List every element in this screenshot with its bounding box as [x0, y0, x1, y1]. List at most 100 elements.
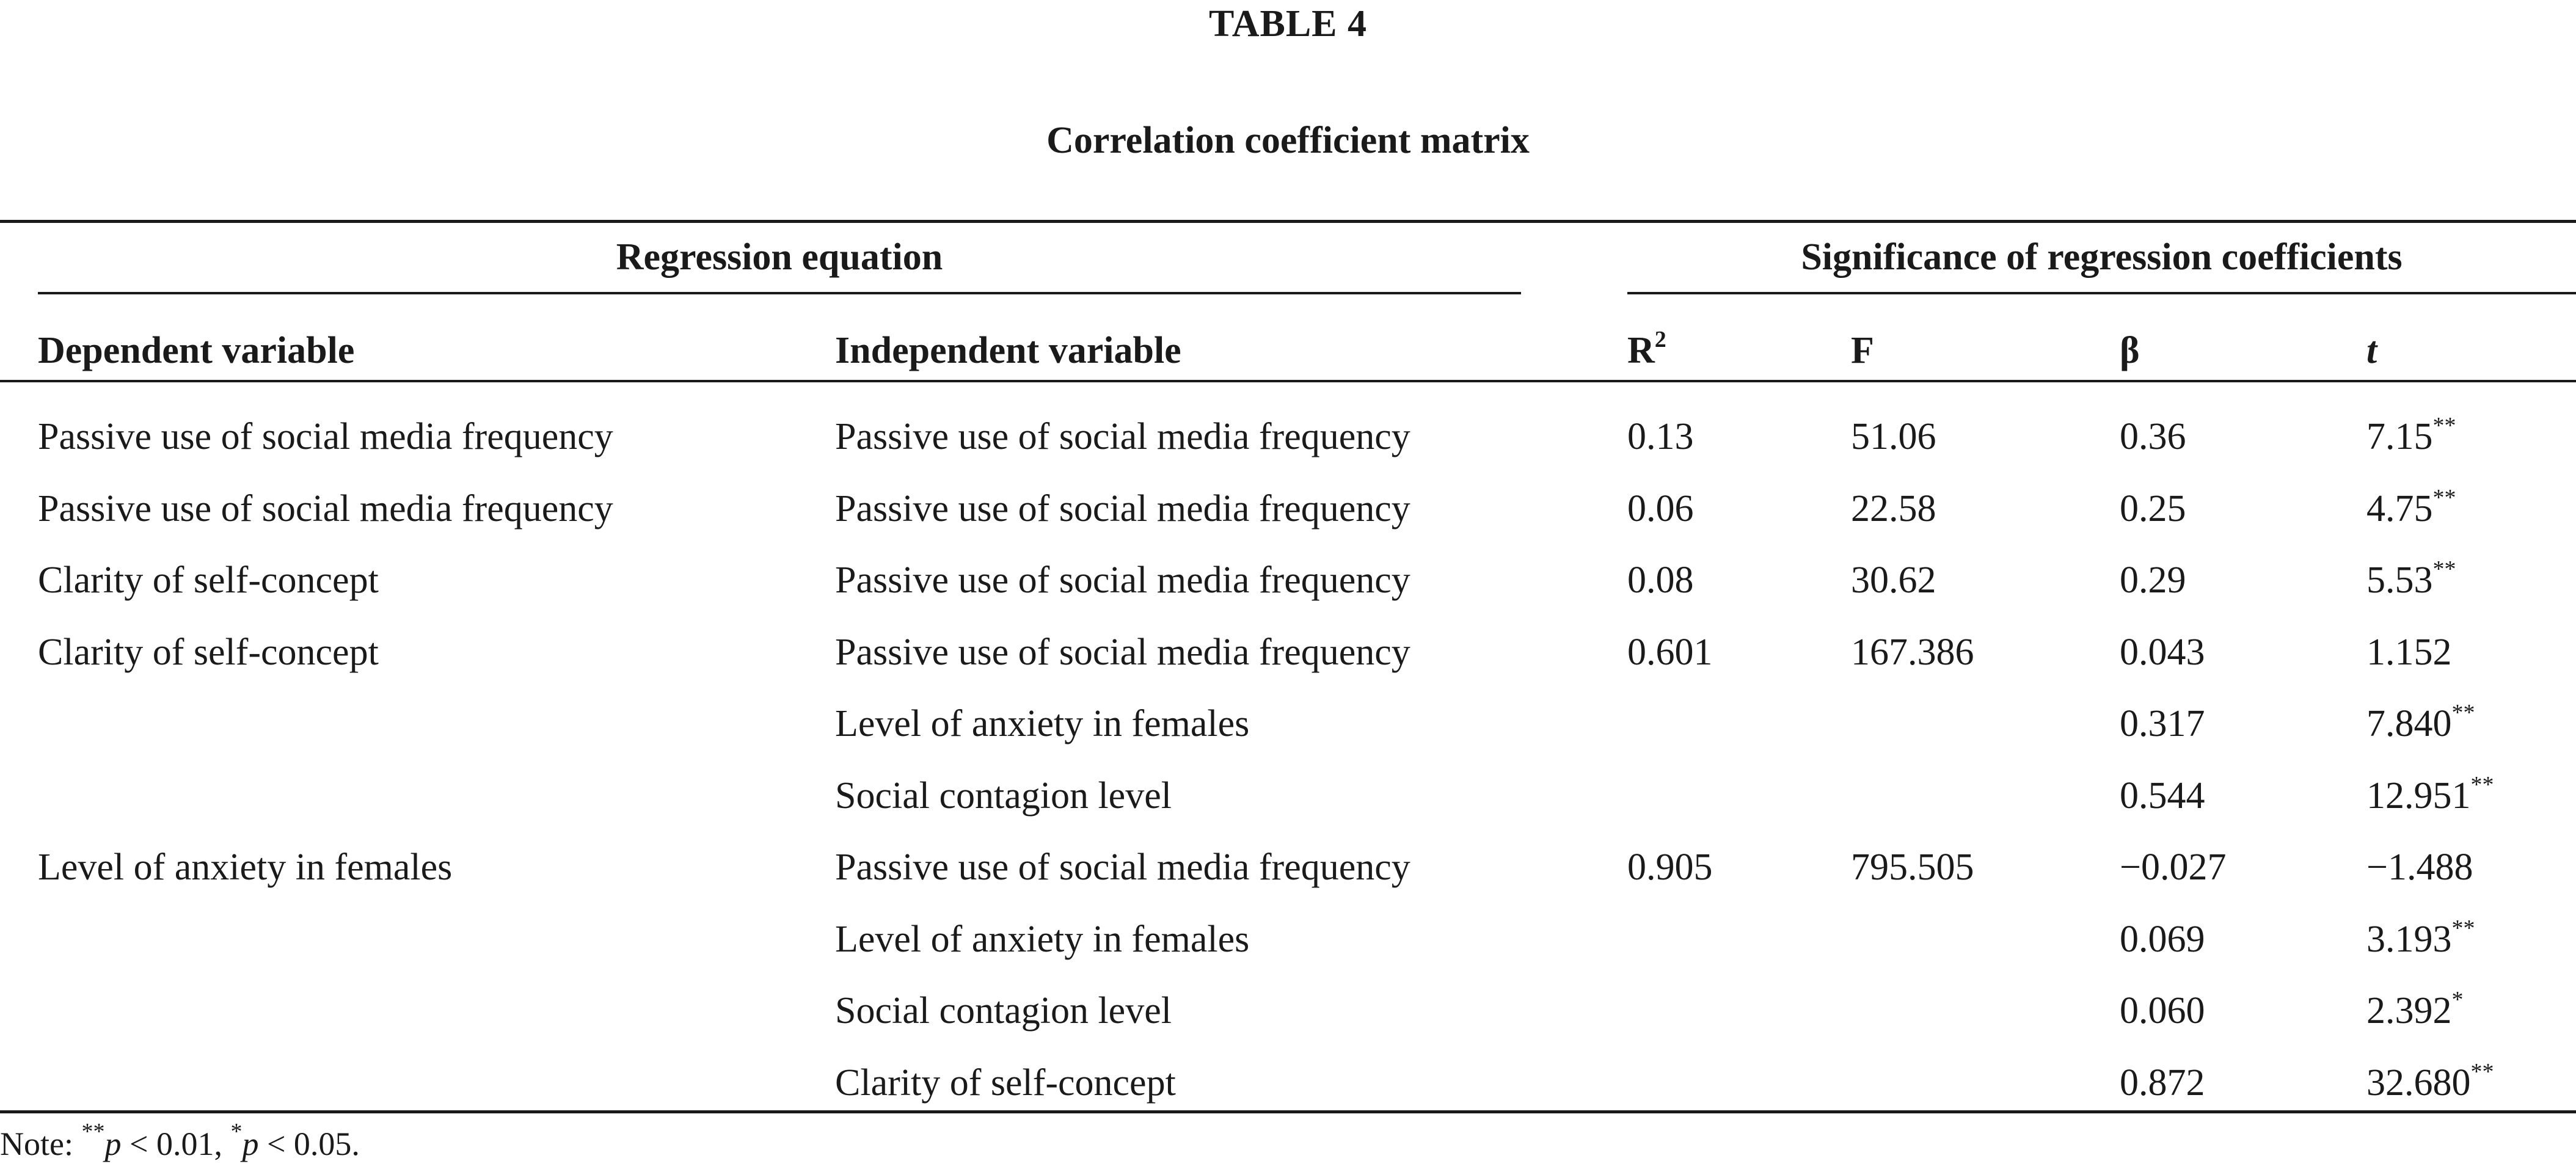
header-rule — [0, 380, 2576, 382]
cell-beta-value: 0.36 — [2120, 416, 2186, 457]
cell-independent-value: Level of anxiety in females — [835, 919, 1250, 960]
cell-independent: Level of anxiety in females — [835, 920, 1249, 958]
cell-beta: 0.25 — [2120, 490, 2186, 528]
column-header-t: t — [2366, 330, 2377, 371]
cell-f: 22.58 — [1851, 490, 1936, 528]
cell-t-value: 2.392 — [2366, 990, 2452, 1032]
r-squared-base: R — [1627, 330, 1655, 371]
cell-f: 30.62 — [1851, 561, 1936, 599]
cell-beta: 0.069 — [2120, 920, 2205, 958]
cell-beta: 0.29 — [2120, 561, 2186, 599]
cell-r-squared: 0.601 — [1627, 633, 1713, 671]
cell-r-squared: 0.905 — [1627, 848, 1713, 886]
cell-t-value: 1.152 — [2366, 631, 2452, 673]
cell-r-squared: 0.06 — [1627, 490, 1694, 528]
group-rule-significance — [1627, 292, 2576, 294]
cell-r-squared-value: 0.08 — [1627, 559, 1694, 601]
significance-marker: ** — [2432, 485, 2456, 511]
cell-r-squared-value: 0.601 — [1627, 631, 1713, 673]
cell-dependent: Level of anxiety in females — [38, 848, 452, 886]
column-header-independent: Independent variable — [835, 330, 1181, 371]
cell-independent: Passive use of social media frequency — [835, 418, 1410, 456]
cell-r-squared: 0.08 — [1627, 561, 1694, 599]
cell-independent-value: Passive use of social media frequency — [835, 846, 1410, 888]
column-header-dependent: Dependent variable — [38, 330, 355, 371]
cell-t-value: 12.951 — [2366, 775, 2471, 817]
cell-dependent-value: Level of anxiety in females — [38, 846, 453, 888]
cell-independent-value: Passive use of social media frequency — [835, 631, 1410, 673]
cell-dependent-value: Passive use of social media frequency — [38, 416, 613, 457]
cell-t: 7.15** — [2366, 414, 2456, 457]
column-header-beta: β — [2120, 330, 2140, 371]
cell-f: 167.386 — [1851, 633, 1974, 671]
cell-dependent-value: Clarity of self-concept — [38, 559, 379, 601]
cell-dependent: Passive use of social media frequency — [38, 418, 613, 456]
cell-independent-value: Passive use of social media frequency — [835, 416, 1410, 457]
cell-beta: 0.043 — [2120, 633, 2205, 671]
cell-r-squared-value: 0.13 — [1627, 416, 1694, 457]
cell-t-value: 7.840 — [2366, 703, 2452, 744]
r-squared-sup: 2 — [1654, 327, 1666, 352]
cell-independent-value: Passive use of social media frequency — [835, 488, 1410, 530]
cell-t: −1.488 — [2366, 848, 2473, 886]
cell-t-value: 32.680 — [2366, 1062, 2471, 1104]
cell-dependent: Clarity of self-concept — [38, 561, 379, 599]
cell-f: 51.06 — [1851, 418, 1936, 456]
cell-independent: Passive use of social media frequency — [835, 490, 1410, 528]
note-sig2: * — [230, 1119, 243, 1145]
cell-dependent-value: Clarity of self-concept — [38, 631, 379, 673]
note-p2: p — [242, 1126, 259, 1162]
cell-independent-value: Passive use of social media frequency — [835, 559, 1410, 601]
cell-beta-value: 0.872 — [2120, 1062, 2205, 1104]
cell-beta-value: 0.29 — [2120, 559, 2186, 601]
cell-beta: 0.36 — [2120, 418, 2186, 456]
cell-t: 3.193** — [2366, 917, 2475, 958]
cell-independent: Passive use of social media frequency — [835, 561, 1410, 599]
cell-t: 32.680** — [2366, 1060, 2494, 1104]
cell-t: 12.951** — [2366, 773, 2494, 817]
cell-dependent: Passive use of social media frequency — [38, 490, 613, 528]
cell-f: 795.505 — [1851, 848, 1974, 886]
cell-r-squared-value: 0.905 — [1627, 846, 1713, 888]
cell-r-squared: 0.13 — [1627, 418, 1694, 456]
cell-dependent-value: Passive use of social media frequency — [38, 488, 613, 530]
group-header-significance: Significance of regression coefficients — [1801, 236, 2403, 278]
cell-beta-value: 0.043 — [2120, 631, 2205, 673]
cell-independent: Passive use of social media frequency — [835, 848, 1410, 886]
cell-beta: 0.060 — [2120, 992, 2205, 1030]
group-rule-regression — [38, 292, 1521, 294]
cell-t-value: −1.488 — [2366, 846, 2473, 888]
significance-marker: ** — [2432, 413, 2456, 439]
cell-f-value: 30.62 — [1851, 559, 1936, 601]
table-note: Note: **p < 0.01, *p < 0.05. — [0, 1120, 360, 1163]
cell-independent: Clarity of self-concept — [835, 1064, 1176, 1102]
significance-marker: ** — [2470, 772, 2494, 798]
cell-beta-value: 0.060 — [2120, 990, 2205, 1032]
cell-independent: Social contagion level — [835, 992, 1172, 1030]
cell-beta-value: 0.317 — [2120, 703, 2205, 744]
note-sig1: ** — [81, 1119, 105, 1145]
table-label: TABLE 4 — [1208, 3, 1368, 45]
cell-beta: 0.317 — [2120, 705, 2205, 743]
cell-beta-value: −0.027 — [2120, 846, 2227, 888]
cell-t: 7.840** — [2366, 701, 2475, 744]
column-header-r-squared: R2 — [1627, 328, 1666, 371]
cell-r-squared-value: 0.06 — [1627, 488, 1694, 530]
note-p1: p — [104, 1126, 122, 1162]
cell-t: 2.392* — [2366, 988, 2464, 1032]
cell-t-value: 4.75 — [2366, 488, 2433, 530]
note-cond1: < 0.01, — [121, 1126, 231, 1162]
column-header-f: F — [1851, 330, 1874, 371]
significance-marker: ** — [2432, 556, 2456, 582]
significance-marker: ** — [2451, 915, 2475, 941]
cell-t-value: 5.53 — [2366, 559, 2433, 601]
top-rule — [0, 220, 2576, 223]
cell-beta: −0.027 — [2120, 848, 2226, 886]
table-title: Correlation coefficient matrix — [1046, 120, 1530, 161]
significance-marker: ** — [2451, 700, 2475, 726]
cell-t-value: 7.15 — [2366, 416, 2433, 457]
cell-beta: 0.544 — [2120, 777, 2205, 815]
cell-independent: Passive use of social media frequency — [835, 633, 1410, 671]
cell-independent-value: Clarity of self-concept — [835, 1062, 1176, 1104]
cell-beta: 0.872 — [2120, 1064, 2205, 1102]
